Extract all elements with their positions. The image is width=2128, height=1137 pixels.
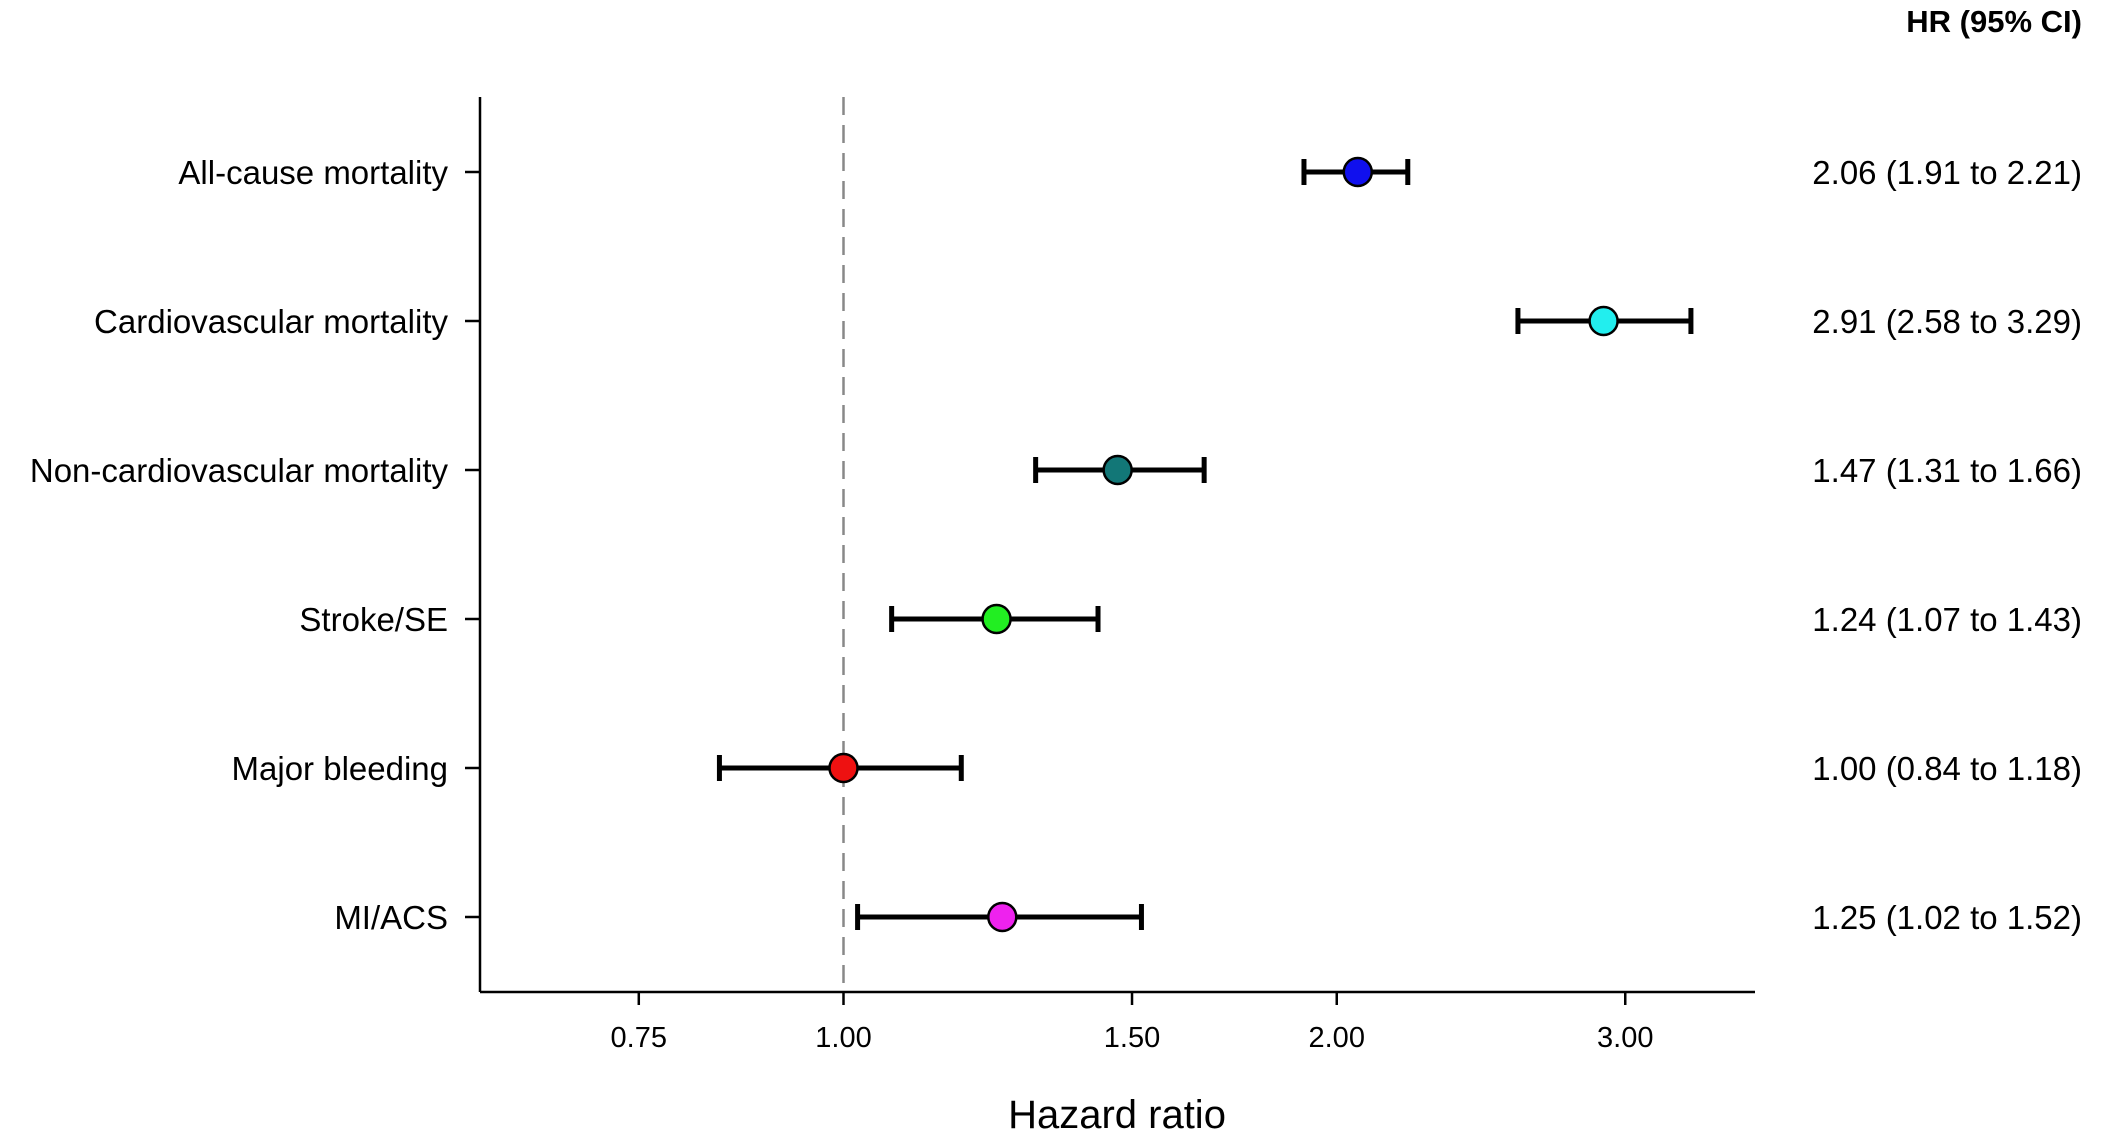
row-label: All-cause mortality bbox=[178, 154, 448, 191]
x-tick-label: 2.00 bbox=[1309, 1022, 1365, 1054]
forest-row: All-cause mortality 2.06 (1.91 to 2.21) bbox=[178, 154, 2082, 191]
hr-ci-text: 1.00 (0.84 to 1.18) bbox=[1812, 750, 2082, 787]
forest-row: Cardiovascular mortality 2.91 (2.58 to 3.… bbox=[94, 303, 2082, 340]
x-tick-label: 0.75 bbox=[611, 1022, 667, 1054]
row-label: Major bleeding bbox=[232, 750, 448, 787]
hr-ci-text: 1.25 (1.02 to 1.52) bbox=[1812, 899, 2082, 936]
hr-ci-text: 2.06 (1.91 to 2.21) bbox=[1812, 154, 2082, 191]
x-ticks: 0.75 1.00 1.50 2.00 3.00 bbox=[611, 992, 1653, 1054]
x-axis-title: Hazard ratio bbox=[1008, 1093, 1226, 1137]
hr-point bbox=[1102, 454, 1133, 486]
hr-point bbox=[1342, 156, 1374, 188]
hr-point bbox=[981, 603, 1012, 635]
hr-ci-text: 1.47 (1.31 to 1.66) bbox=[1812, 452, 2082, 489]
forest-row: Non-cardiovascular mortality 1.47 (1.31 t… bbox=[30, 452, 2082, 489]
hr-column-header: HR (95% CI) bbox=[1906, 4, 2082, 39]
row-label: Non-cardiovascular mortality bbox=[30, 452, 449, 489]
row-label: MI/ACS bbox=[334, 899, 448, 936]
hr-point bbox=[1588, 305, 1619, 337]
hr-ci-text: 2.91 (2.58 to 3.29) bbox=[1812, 303, 2082, 340]
x-tick-label: 1.00 bbox=[815, 1022, 871, 1054]
plot-rows: All-cause mortality 2.06 (1.91 to 2.21) Ca… bbox=[30, 154, 2082, 936]
forest-row: Stroke/SE 1.24 (1.07 to 1.43) bbox=[299, 601, 2082, 638]
row-label: Stroke/SE bbox=[299, 601, 448, 638]
forest-row: MI/ACS 1.25 (1.02 to 1.52) bbox=[334, 899, 2082, 936]
axes bbox=[478, 97, 1755, 994]
forest-row: Major bleeding 1.00 (0.84 to 1.18) bbox=[232, 750, 2082, 787]
row-label: Cardiovascular mortality bbox=[94, 303, 448, 340]
hr-point bbox=[828, 752, 859, 784]
x-tick-label: 1.50 bbox=[1104, 1022, 1160, 1054]
hr-point bbox=[987, 901, 1018, 933]
x-tick-label: 3.00 bbox=[1597, 1022, 1653, 1054]
hr-ci-text: 1.24 (1.07 to 1.43) bbox=[1812, 601, 2082, 638]
